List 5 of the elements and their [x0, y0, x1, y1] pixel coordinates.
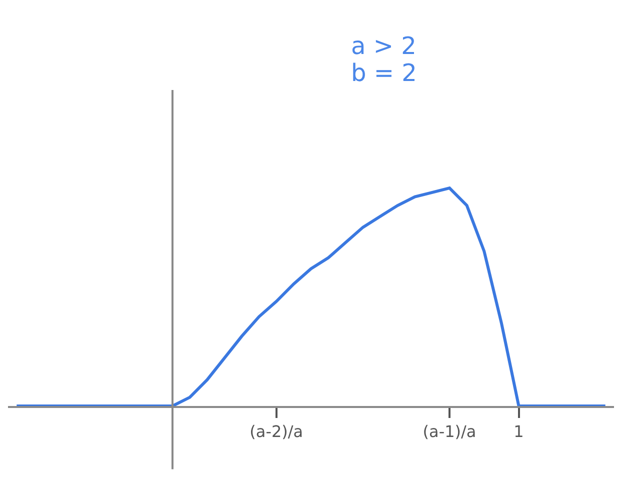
text: b = 2: [351, 59, 417, 87]
text: a > 2: [351, 32, 416, 60]
x-tick-label: (a-1)/a: [422, 422, 476, 442]
x-tick-label: (a-2)/a: [250, 422, 304, 442]
x-tick-label: 1: [514, 422, 524, 442]
